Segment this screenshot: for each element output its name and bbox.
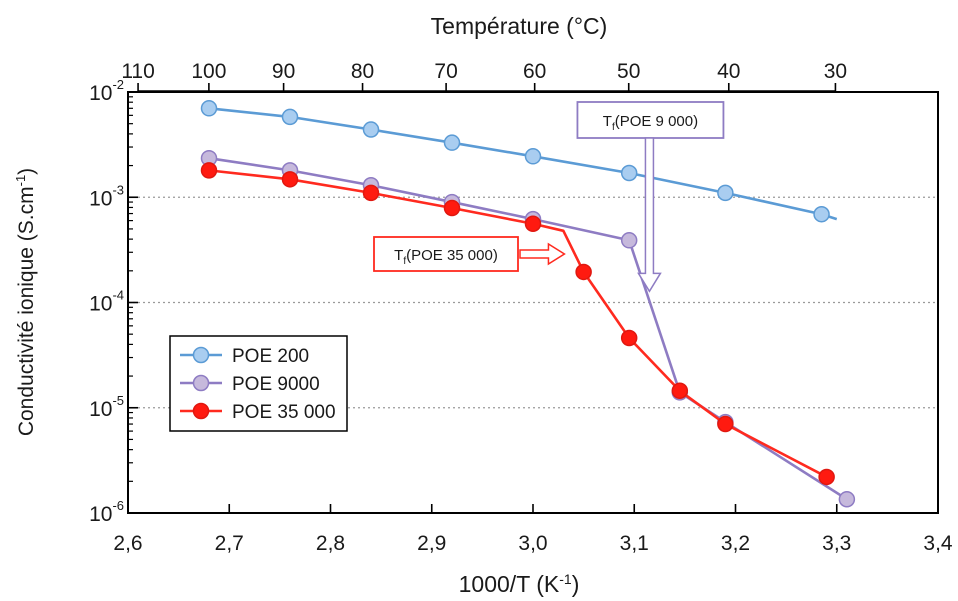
top-tick-label: 100 <box>191 60 226 83</box>
top-tick-label: 90 <box>272 60 295 83</box>
tf-poe-35000-label: Tf(POE 35 000) <box>394 247 498 267</box>
legend-marker <box>192 402 210 420</box>
top-tick-label: 110 <box>121 60 154 83</box>
data-point <box>281 171 299 188</box>
x-tick-label: 3,0 <box>518 532 547 555</box>
data-point <box>281 108 299 126</box>
top-tick-label: 50 <box>617 60 640 83</box>
data-point <box>620 164 638 182</box>
data-point <box>524 215 542 233</box>
tf-poe-35000-arrow <box>519 242 566 266</box>
y-tick-label: 10-4 <box>89 288 124 316</box>
data-point <box>200 100 218 117</box>
data-point <box>818 468 835 486</box>
top-tick-label: 60 <box>523 60 546 83</box>
top-axis-ticks: 110 100 90 80 70 60 50 40 30 <box>121 60 847 92</box>
x-tick-label: 3,3 <box>822 532 851 555</box>
annotations: Tf(POE 9 000) Tf(POE 35 000) <box>373 101 725 293</box>
x-axis-title: 1000/T (K-1) <box>459 571 580 597</box>
data-point <box>838 491 856 508</box>
x-tick-label: 2,8 <box>316 532 345 555</box>
legend-label: POE 9000 <box>232 374 320 395</box>
x-tick-label: 2,9 <box>417 532 446 555</box>
data-point <box>200 162 218 179</box>
tf-poe-35000-box <box>373 236 519 272</box>
x-tick-label: 3,4 <box>923 532 953 555</box>
y-minor-ticks <box>128 96 133 482</box>
data-point <box>813 205 830 223</box>
top-tick-label: 30 <box>824 60 847 83</box>
x-tick-label: 3,1 <box>620 532 649 555</box>
legend: POE 200 POE 9000 POE 35 000 <box>169 335 348 432</box>
y-axis-ticks: 10-2 10-3 10-4 10-5 10-6 <box>89 77 138 526</box>
data-point <box>524 148 542 165</box>
top-tick-label: 70 <box>434 60 457 83</box>
data-point <box>620 329 638 347</box>
x-tick-label: 2,6 <box>113 532 142 555</box>
legend-label: POE 35 000 <box>232 402 336 423</box>
y-tick-label: 10-3 <box>89 182 124 210</box>
x-tick-label: 3,2 <box>721 532 750 555</box>
series-line-1 <box>208 156 848 501</box>
data-point <box>717 184 734 202</box>
data-point <box>620 232 638 249</box>
data-point <box>362 184 380 202</box>
data-point <box>443 134 461 151</box>
data-point <box>717 415 734 433</box>
x-tick-label: 2,7 <box>215 532 244 555</box>
data-point <box>362 121 380 138</box>
y-tick-label: 10-6 <box>89 498 124 526</box>
top-axis-title: Température (°C) <box>431 13 608 39</box>
y-tick-label: 10-5 <box>89 393 124 421</box>
tf-poe-9000-label: Tf(POE 9 000) <box>603 113 698 133</box>
x-axis-ticks: 2,6 2,7 2,8 2,9 3,0 3,1 3,2 3,3 3,4 <box>113 504 953 555</box>
data-point <box>671 382 689 400</box>
tf-poe-9000-box <box>576 101 725 139</box>
data-point <box>443 199 461 217</box>
series-line-0 <box>208 107 838 221</box>
y-tick-label: 10-2 <box>89 77 124 105</box>
top-tick-label: 80 <box>351 60 374 83</box>
top-tick-label: 40 <box>717 60 740 83</box>
legend-marker <box>192 346 210 364</box>
y-axis-title: Conductivité ionique (S.cm-1) <box>13 168 38 436</box>
data-point <box>575 263 592 281</box>
legend-label: POE 200 <box>232 346 309 367</box>
legend-marker <box>192 374 210 392</box>
series-line-2 <box>208 169 828 479</box>
tf-poe-9000-arrow <box>637 137 662 293</box>
series-layer <box>200 100 856 508</box>
